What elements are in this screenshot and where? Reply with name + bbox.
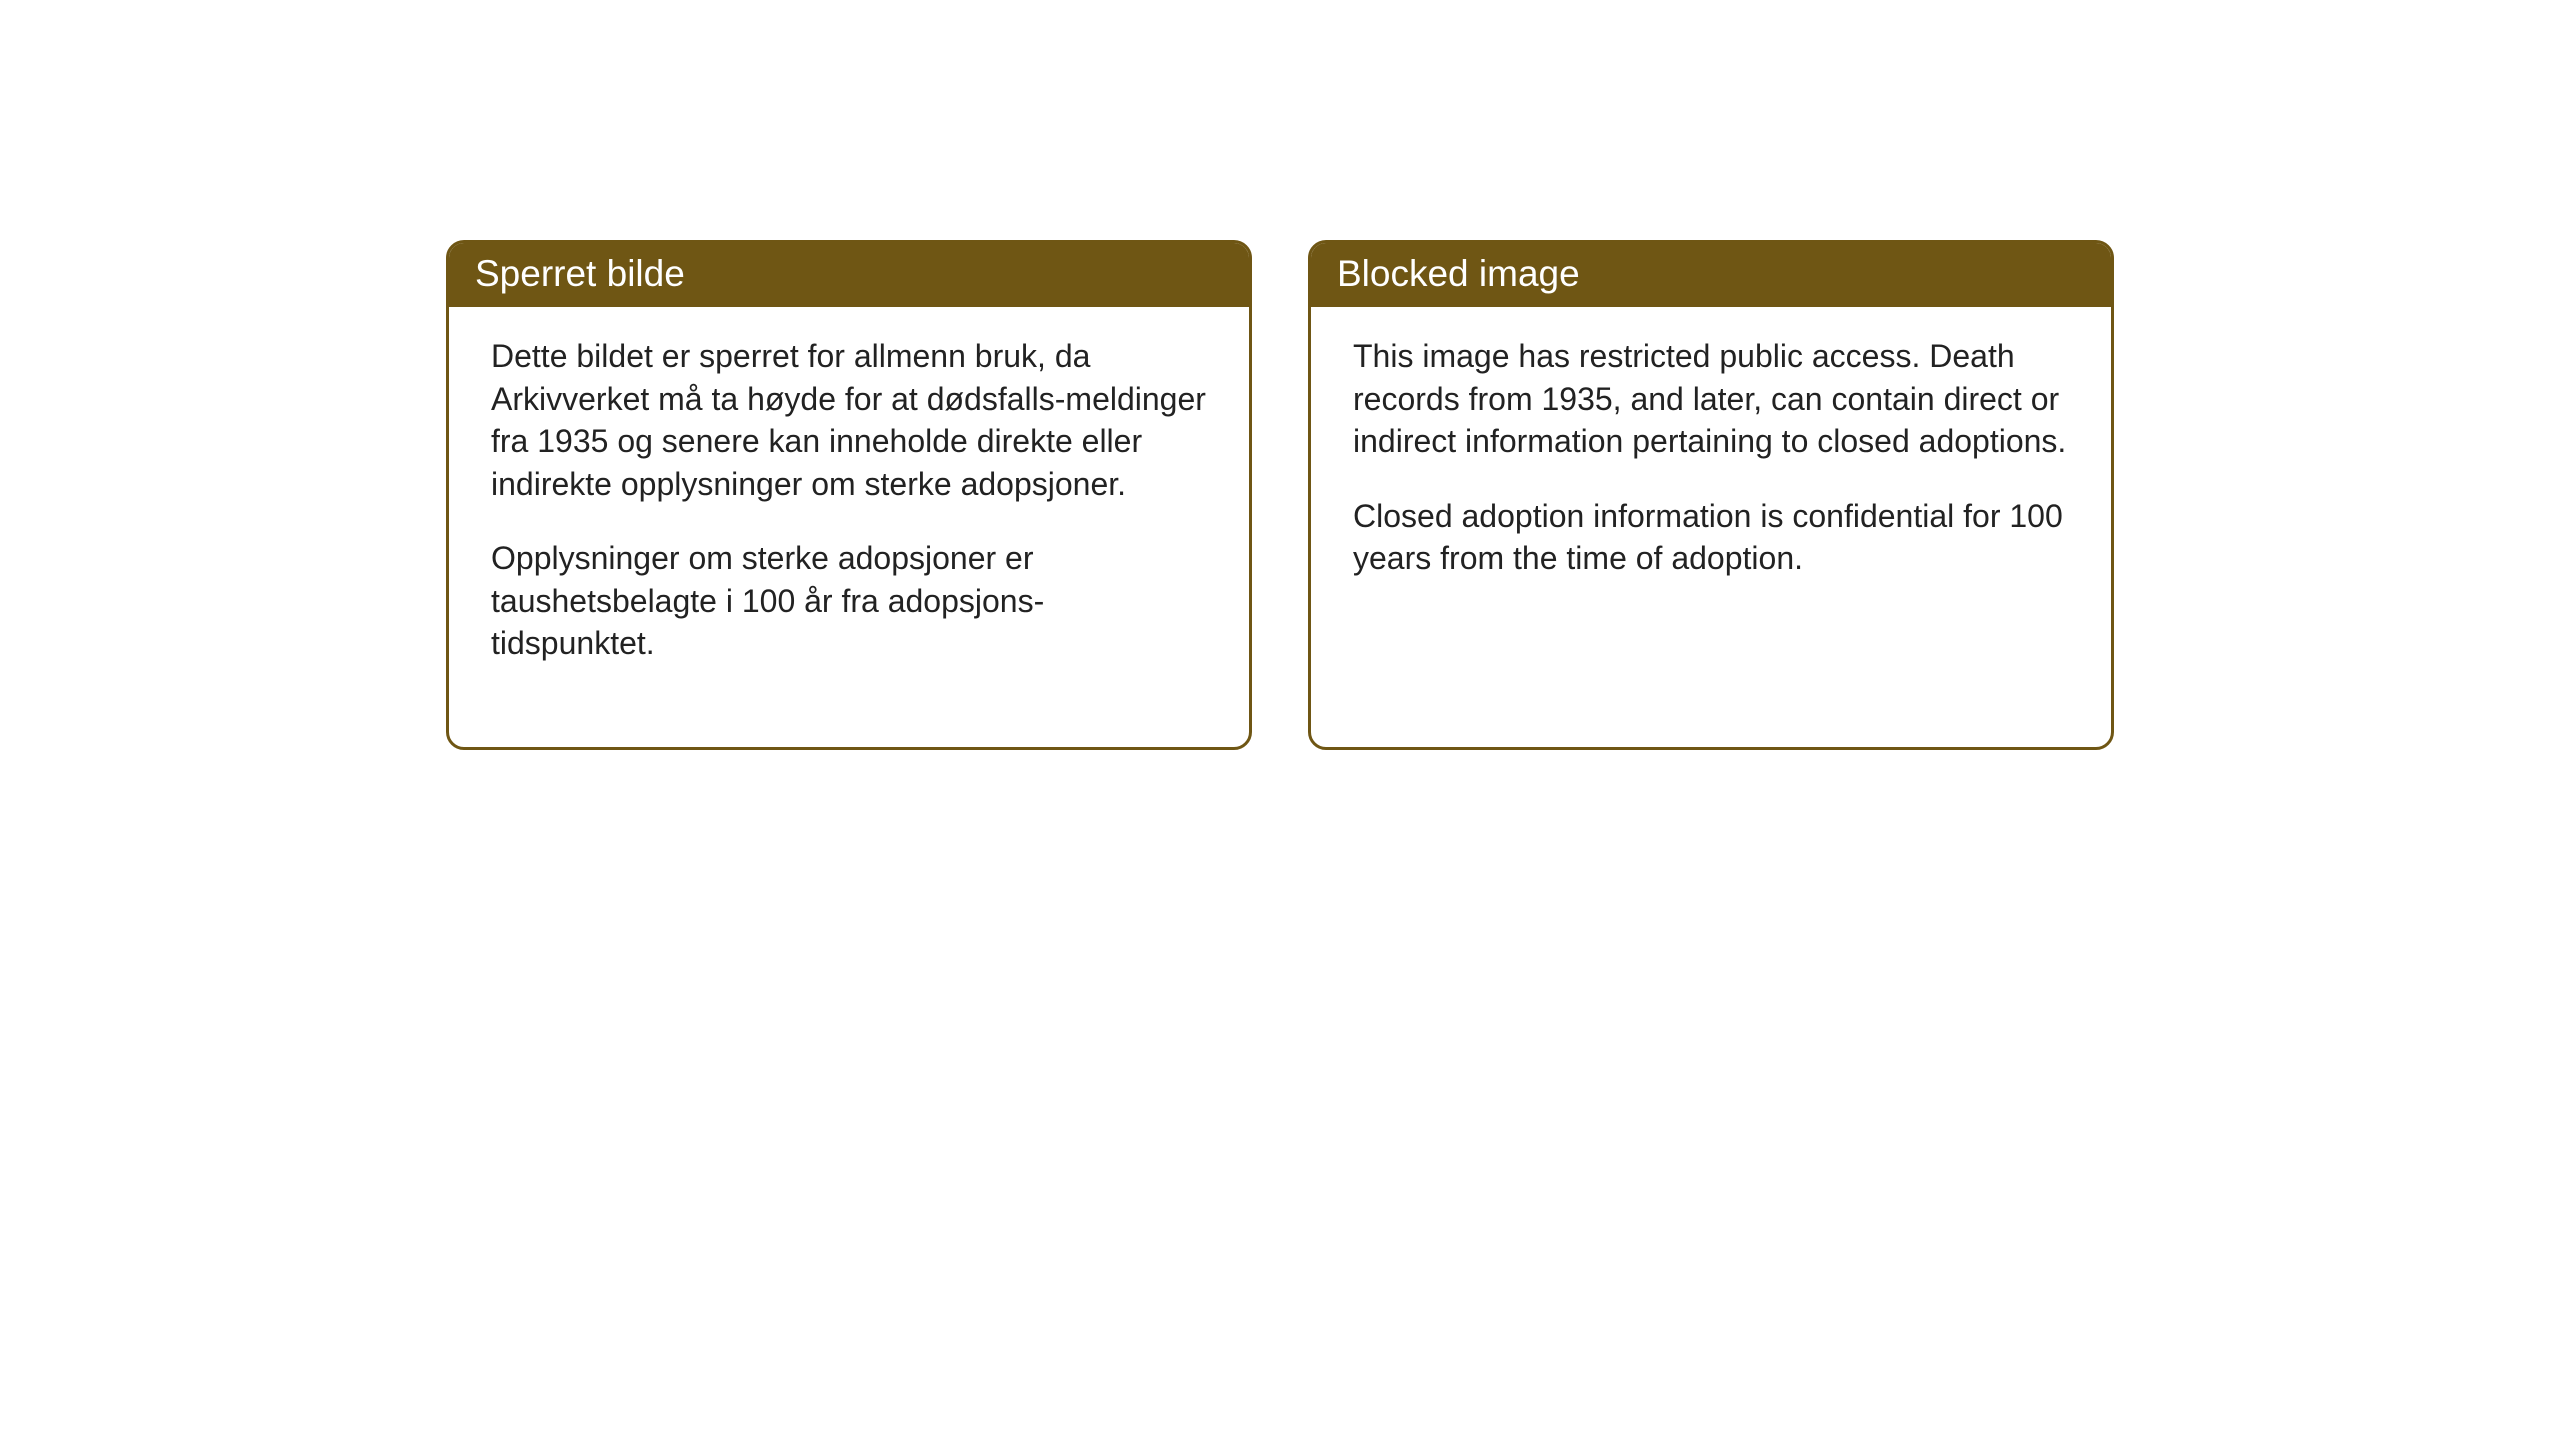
notice-card-english-paragraph-2: Closed adoption information is confident…: [1353, 495, 2069, 580]
notice-card-english-paragraph-1: This image has restricted public access.…: [1353, 335, 2069, 463]
notice-card-norwegian-body: Dette bildet er sperret for allmenn bruk…: [449, 307, 1249, 701]
notice-card-english-body: This image has restricted public access.…: [1311, 307, 2111, 616]
notice-card-english-title: Blocked image: [1311, 243, 2111, 307]
notice-card-norwegian-paragraph-2: Opplysninger om sterke adopsjoner er tau…: [491, 537, 1207, 665]
notice-card-norwegian-paragraph-1: Dette bildet er sperret for allmenn bruk…: [491, 335, 1207, 505]
notice-cards-container: Sperret bilde Dette bildet er sperret fo…: [446, 240, 2114, 750]
notice-card-norwegian-title: Sperret bilde: [449, 243, 1249, 307]
notice-card-norwegian: Sperret bilde Dette bildet er sperret fo…: [446, 240, 1252, 750]
notice-card-english: Blocked image This image has restricted …: [1308, 240, 2114, 750]
